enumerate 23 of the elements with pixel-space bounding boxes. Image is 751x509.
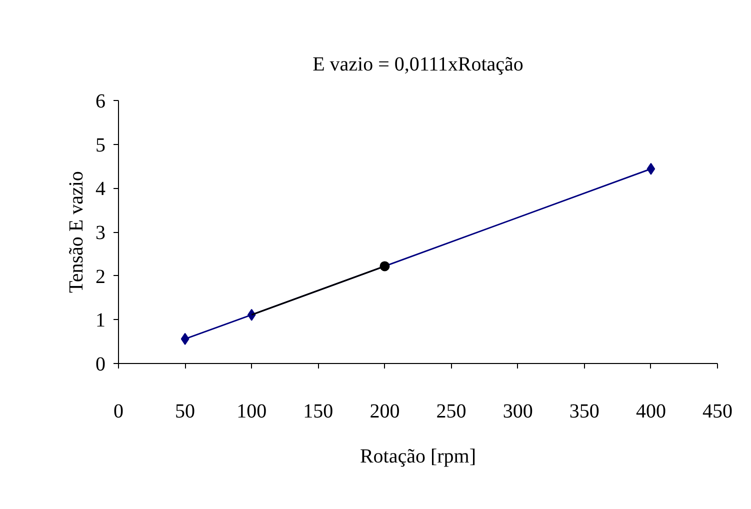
y-tick-label: 3: [96, 222, 106, 244]
x-tick-label: 300: [502, 400, 533, 422]
point: [380, 261, 390, 272]
x-tick-label: 350: [569, 400, 600, 422]
y-axis-title: Tensão E vazio: [66, 171, 88, 293]
x-tick-label: 200: [370, 400, 400, 422]
y-tick-label: 6: [96, 90, 106, 112]
x-tick-label: 450: [702, 400, 732, 422]
point: [646, 162, 656, 175]
x-tick-label: 100: [236, 400, 267, 422]
point: [180, 332, 190, 345]
y-tick-label: 5: [96, 134, 106, 156]
y-tick-label: 4: [96, 178, 106, 200]
y-tick-label: 2: [96, 266, 106, 288]
x-tick-label: 50: [175, 400, 196, 422]
y-tick-label: 0: [96, 354, 106, 376]
x-tick-label: 150: [303, 400, 334, 422]
x-tick-label: 400: [636, 400, 666, 422]
x-axis-title: Rotação [rpm]: [360, 446, 476, 468]
y-tick-label: 1: [96, 310, 106, 332]
chart-title: E vazio = 0,0111xRotação: [312, 54, 524, 76]
x-tick-label: 250: [436, 400, 466, 422]
x-tick-label: 0: [114, 400, 124, 422]
